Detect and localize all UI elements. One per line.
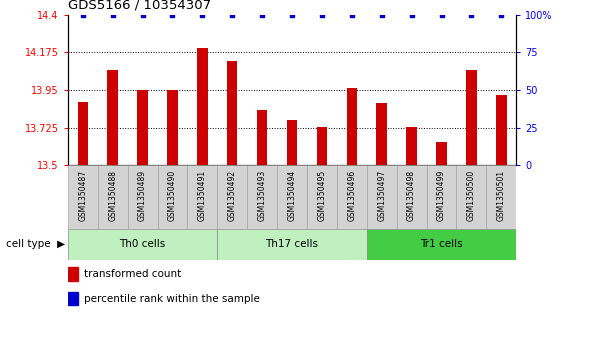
- Bar: [167, 90, 178, 165]
- Point: [467, 12, 476, 17]
- Bar: [107, 70, 118, 165]
- Text: GSM1350498: GSM1350498: [407, 170, 416, 221]
- Text: cell type  ▶: cell type ▶: [6, 239, 65, 249]
- Bar: [496, 95, 507, 165]
- Bar: [457, 165, 486, 229]
- Point: [407, 12, 417, 17]
- Text: Tr1 cells: Tr1 cells: [420, 239, 463, 249]
- Bar: [98, 165, 127, 229]
- Text: GSM1350496: GSM1350496: [348, 170, 356, 221]
- Point: [287, 12, 297, 17]
- Bar: [376, 103, 387, 165]
- Text: GSM1350489: GSM1350489: [138, 170, 147, 221]
- Text: GSM1350500: GSM1350500: [467, 170, 476, 221]
- Text: GSM1350495: GSM1350495: [317, 170, 326, 221]
- Text: GSM1350488: GSM1350488: [108, 170, 117, 221]
- Bar: [217, 165, 247, 229]
- Bar: [436, 142, 447, 165]
- Bar: [227, 61, 238, 165]
- Point: [317, 12, 327, 17]
- Text: GSM1350499: GSM1350499: [437, 170, 446, 221]
- Point: [437, 12, 446, 17]
- Bar: [337, 165, 367, 229]
- Bar: [486, 165, 516, 229]
- Bar: [158, 165, 188, 229]
- Point: [138, 12, 148, 17]
- Point: [78, 12, 87, 17]
- Bar: [287, 120, 297, 165]
- Text: GSM1350492: GSM1350492: [228, 170, 237, 221]
- Bar: [77, 102, 88, 165]
- Text: GSM1350501: GSM1350501: [497, 170, 506, 221]
- Text: transformed count: transformed count: [84, 269, 181, 279]
- Point: [168, 12, 177, 17]
- Bar: [407, 127, 417, 165]
- Point: [228, 12, 237, 17]
- Text: GSM1350497: GSM1350497: [377, 170, 386, 221]
- Bar: [127, 165, 158, 229]
- Text: GSM1350494: GSM1350494: [287, 170, 297, 221]
- Point: [108, 12, 117, 17]
- Bar: [217, 229, 367, 260]
- Point: [377, 12, 386, 17]
- Bar: [68, 229, 217, 260]
- Bar: [277, 165, 307, 229]
- Bar: [188, 165, 217, 229]
- Bar: [427, 165, 457, 229]
- Bar: [346, 88, 357, 165]
- Bar: [247, 165, 277, 229]
- Bar: [68, 165, 98, 229]
- Text: percentile rank within the sample: percentile rank within the sample: [84, 294, 260, 303]
- Text: GSM1350487: GSM1350487: [78, 170, 87, 221]
- Bar: [317, 127, 327, 165]
- Bar: [68, 268, 78, 281]
- Bar: [197, 48, 208, 165]
- Text: Th17 cells: Th17 cells: [266, 239, 319, 249]
- Bar: [396, 165, 427, 229]
- Bar: [137, 90, 148, 165]
- Text: Th0 cells: Th0 cells: [119, 239, 166, 249]
- Text: GDS5166 / 10354307: GDS5166 / 10354307: [68, 0, 211, 12]
- Text: GSM1350491: GSM1350491: [198, 170, 207, 221]
- Point: [347, 12, 356, 17]
- Text: GSM1350490: GSM1350490: [168, 170, 177, 221]
- Bar: [466, 70, 477, 165]
- Point: [198, 12, 207, 17]
- Point: [257, 12, 267, 17]
- Bar: [68, 292, 78, 305]
- Bar: [257, 110, 267, 165]
- Bar: [367, 165, 396, 229]
- Bar: [307, 165, 337, 229]
- Bar: [367, 229, 516, 260]
- Point: [497, 12, 506, 17]
- Text: GSM1350493: GSM1350493: [258, 170, 267, 221]
